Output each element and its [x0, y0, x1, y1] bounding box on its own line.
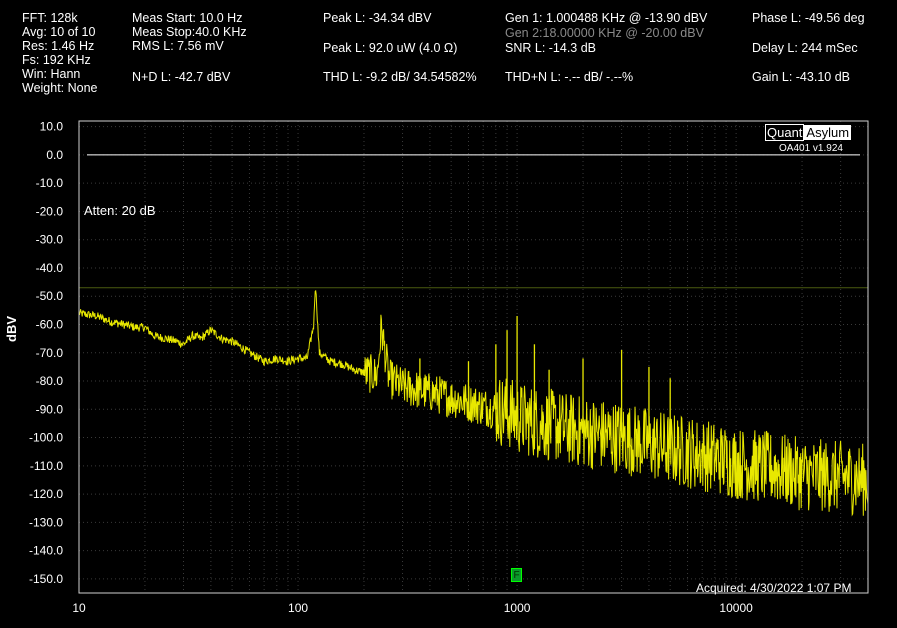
- gen1: Gen 1: 1.000488 KHz @ -13.90 dBV: [505, 11, 708, 25]
- y-tick-label: -20.0: [36, 204, 64, 218]
- meas-start: Meas Start: 10.0 Hz: [132, 11, 243, 25]
- y-tick-label: -60.0: [36, 317, 64, 331]
- y-tick-label: -140.0: [29, 544, 63, 558]
- y-tick-label: -100.0: [29, 431, 63, 445]
- y-tick-label: -120.0: [29, 487, 63, 501]
- spectrum-line: [78, 289, 869, 517]
- logo-left: Quant: [765, 124, 805, 141]
- logo-right: Asylum: [804, 125, 852, 140]
- y-tick-label: 0.0: [46, 148, 63, 162]
- meas-stop: Meas Stop:40.0 KHz: [132, 25, 247, 39]
- logo: Quant Asylum: [765, 124, 852, 141]
- gen2: Gen 2:18.00000 KHz @ -20.00 dBV: [505, 26, 704, 40]
- y-tick-label: -130.0: [29, 515, 63, 529]
- y-tick-label: 10.0: [40, 120, 64, 134]
- snr-l: SNR L: -14.3 dB: [505, 41, 597, 55]
- y-tick-label: -50.0: [36, 289, 64, 303]
- y-tick-label: -30.0: [36, 233, 64, 247]
- y-tick-label: -70.0: [36, 346, 64, 360]
- x-tick-label: 100: [288, 601, 308, 615]
- phase-l: Phase L: -49.56 deg: [752, 11, 865, 25]
- frequency-marker[interactable]: F: [511, 568, 522, 582]
- window: Win: Hann: [22, 67, 81, 81]
- y-tick-labels: 10.0 0.0 -10.0 -20.0 -30.0 -40.0 -50.0 -60.0 -70…: [29, 120, 63, 586]
- y-tick-label: -90.0: [36, 402, 64, 416]
- y-tick-label: -110.0: [30, 459, 63, 473]
- header-col2: Meas Start: 10.0 Hz Meas Stop:40.0 KHz R…: [132, 11, 247, 53]
- spectrum-trace: [78, 289, 869, 517]
- thd-l: THD L: -9.2 dB/ 34.54582%: [323, 70, 477, 84]
- nd-l: N+D L: -42.7 dBV: [132, 70, 231, 84]
- avg-count: Avg: 10 of 10: [22, 25, 96, 39]
- gain-l: Gain L: -43.10 dB: [752, 70, 850, 84]
- y-tick-label: -150.0: [29, 572, 63, 586]
- atten-label: Atten: 20 dB: [84, 203, 156, 218]
- header-col1: FFT: 128k Avg: 10 of 10 Res: 1.46 Hz Fs:…: [22, 11, 98, 95]
- grid: [78, 121, 869, 593]
- sample-rate: Fs: 192 KHz: [22, 53, 91, 67]
- y-tick-label: -40.0: [36, 261, 64, 275]
- y-tick-label: -80.0: [36, 374, 64, 388]
- plot-frame: [78, 120, 869, 594]
- peak-l-power: Peak L: 92.0 uW (4.0 Ω): [323, 41, 458, 55]
- fft-size: FFT: 128k: [22, 11, 78, 25]
- weighting: Weight: None: [22, 81, 98, 95]
- thdn-l: THD+N L: -.-- dB/ -.--%: [505, 70, 634, 84]
- x-tick-label: 10: [72, 601, 86, 615]
- x-tick-label: 1000: [504, 601, 531, 615]
- peak-l-dbv: Peak L: -34.34 dBV: [323, 11, 432, 25]
- y-tick-label: -10.0: [36, 176, 64, 190]
- rms-l: RMS L: 7.56 mV: [132, 39, 224, 53]
- acquired-timestamp: Acquired: 4/30/2022 1:07 PM: [696, 581, 852, 595]
- resolution: Res: 1.46 Hz: [22, 39, 95, 53]
- x-tick-labels: 10 100 1000 10000: [72, 601, 753, 615]
- x-tick-label: 10000: [719, 601, 753, 615]
- reference-lines: [79, 154, 868, 289]
- version: OA401 v1.924: [779, 143, 843, 154]
- delay-l: Delay L: 244 mSec: [752, 41, 858, 55]
